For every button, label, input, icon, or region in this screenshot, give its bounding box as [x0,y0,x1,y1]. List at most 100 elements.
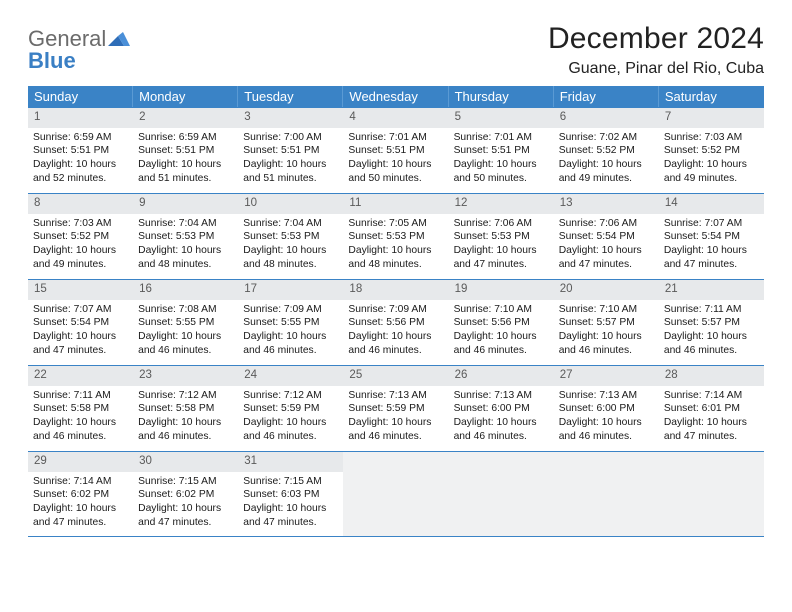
day-cell: 19Sunrise: 7:10 AMSunset: 5:56 PMDayligh… [449,279,554,365]
day-number: 8 [28,194,133,214]
weekday-saturday: Saturday [659,86,764,107]
day-cell: 8Sunrise: 7:03 AMSunset: 5:52 PMDaylight… [28,193,133,279]
day-cell: 20Sunrise: 7:10 AMSunset: 5:57 PMDayligh… [554,279,659,365]
day-number: 15 [28,280,133,300]
day-details: Sunrise: 7:02 AMSunset: 5:52 PMDaylight:… [554,128,659,191]
day-details: Sunrise: 7:15 AMSunset: 6:02 PMDaylight:… [133,472,238,535]
logo-text: General Blue [28,28,130,72]
day-cell: 22Sunrise: 7:11 AMSunset: 5:58 PMDayligh… [28,365,133,451]
logo-mark-icon [108,28,130,50]
empty-cell [554,451,659,537]
day-number: 27 [554,366,659,386]
weekday-friday: Friday [554,86,659,107]
empty-cell [659,451,764,537]
day-details: Sunrise: 7:11 AMSunset: 5:57 PMDaylight:… [659,300,764,363]
header: General Blue December 2024 Guane, Pinar … [28,22,764,78]
day-cell: 31Sunrise: 7:15 AMSunset: 6:03 PMDayligh… [238,451,343,537]
day-cell: 29Sunrise: 7:14 AMSunset: 6:02 PMDayligh… [28,451,133,537]
day-number: 12 [449,194,554,214]
day-cell: 25Sunrise: 7:13 AMSunset: 5:59 PMDayligh… [343,365,448,451]
day-details: Sunrise: 7:06 AMSunset: 5:54 PMDaylight:… [554,214,659,277]
day-cell: 13Sunrise: 7:06 AMSunset: 5:54 PMDayligh… [554,193,659,279]
weekday-wednesday: Wednesday [343,86,448,107]
month-title: December 2024 [548,22,764,56]
day-number: 17 [238,280,343,300]
day-details: Sunrise: 6:59 AMSunset: 5:51 PMDaylight:… [133,128,238,191]
day-details: Sunrise: 7:12 AMSunset: 5:58 PMDaylight:… [133,386,238,449]
day-number: 18 [343,280,448,300]
day-details: Sunrise: 7:04 AMSunset: 5:53 PMDaylight:… [133,214,238,277]
day-cell: 21Sunrise: 7:11 AMSunset: 5:57 PMDayligh… [659,279,764,365]
day-details: Sunrise: 7:13 AMSunset: 6:00 PMDaylight:… [554,386,659,449]
day-number: 13 [554,194,659,214]
day-cell: 28Sunrise: 7:14 AMSunset: 6:01 PMDayligh… [659,365,764,451]
day-cell: 14Sunrise: 7:07 AMSunset: 5:54 PMDayligh… [659,193,764,279]
day-cell: 24Sunrise: 7:12 AMSunset: 5:59 PMDayligh… [238,365,343,451]
day-number: 10 [238,194,343,214]
day-details: Sunrise: 7:01 AMSunset: 5:51 PMDaylight:… [449,128,554,191]
day-cell: 2Sunrise: 6:59 AMSunset: 5:51 PMDaylight… [133,107,238,193]
day-cell: 30Sunrise: 7:15 AMSunset: 6:02 PMDayligh… [133,451,238,537]
day-number: 31 [238,452,343,472]
weekday-tuesday: Tuesday [238,86,343,107]
day-cell: 4Sunrise: 7:01 AMSunset: 5:51 PMDaylight… [343,107,448,193]
day-cell: 26Sunrise: 7:13 AMSunset: 6:00 PMDayligh… [449,365,554,451]
day-details: Sunrise: 7:04 AMSunset: 5:53 PMDaylight:… [238,214,343,277]
day-number: 14 [659,194,764,214]
day-cell: 9Sunrise: 7:04 AMSunset: 5:53 PMDaylight… [133,193,238,279]
day-details: Sunrise: 7:14 AMSunset: 6:02 PMDaylight:… [28,472,133,535]
day-details: Sunrise: 7:10 AMSunset: 5:57 PMDaylight:… [554,300,659,363]
day-details: Sunrise: 7:07 AMSunset: 5:54 PMDaylight:… [28,300,133,363]
day-details: Sunrise: 7:11 AMSunset: 5:58 PMDaylight:… [28,386,133,449]
day-number: 25 [343,366,448,386]
day-details: Sunrise: 7:00 AMSunset: 5:51 PMDaylight:… [238,128,343,191]
day-details: Sunrise: 7:15 AMSunset: 6:03 PMDaylight:… [238,472,343,535]
day-number: 29 [28,452,133,472]
day-number: 5 [449,108,554,128]
day-cell: 6Sunrise: 7:02 AMSunset: 5:52 PMDaylight… [554,107,659,193]
day-details: Sunrise: 7:01 AMSunset: 5:51 PMDaylight:… [343,128,448,191]
calendar-grid: 1Sunrise: 6:59 AMSunset: 5:51 PMDaylight… [28,107,764,537]
day-number: 9 [133,194,238,214]
weekday-sunday: Sunday [28,86,133,107]
day-details: Sunrise: 7:03 AMSunset: 5:52 PMDaylight:… [659,128,764,191]
day-cell: 5Sunrise: 7:01 AMSunset: 5:51 PMDaylight… [449,107,554,193]
day-number: 19 [449,280,554,300]
empty-cell [343,451,448,537]
day-number: 24 [238,366,343,386]
weekday-thursday: Thursday [449,86,554,107]
day-number: 2 [133,108,238,128]
title-block: December 2024 Guane, Pinar del Rio, Cuba [548,22,764,78]
day-details: Sunrise: 7:09 AMSunset: 5:55 PMDaylight:… [238,300,343,363]
day-cell: 12Sunrise: 7:06 AMSunset: 5:53 PMDayligh… [449,193,554,279]
empty-cell [449,451,554,537]
day-cell: 27Sunrise: 7:13 AMSunset: 6:00 PMDayligh… [554,365,659,451]
day-details: Sunrise: 7:03 AMSunset: 5:52 PMDaylight:… [28,214,133,277]
day-details: Sunrise: 7:06 AMSunset: 5:53 PMDaylight:… [449,214,554,277]
day-details: Sunrise: 7:13 AMSunset: 5:59 PMDaylight:… [343,386,448,449]
day-details: Sunrise: 7:05 AMSunset: 5:53 PMDaylight:… [343,214,448,277]
day-number: 22 [28,366,133,386]
day-details: Sunrise: 7:09 AMSunset: 5:56 PMDaylight:… [343,300,448,363]
logo-word-2: Blue [28,48,76,73]
day-cell: 1Sunrise: 6:59 AMSunset: 5:51 PMDaylight… [28,107,133,193]
day-cell: 10Sunrise: 7:04 AMSunset: 5:53 PMDayligh… [238,193,343,279]
day-number: 4 [343,108,448,128]
day-number: 21 [659,280,764,300]
day-details: Sunrise: 7:07 AMSunset: 5:54 PMDaylight:… [659,214,764,277]
day-number: 20 [554,280,659,300]
day-cell: 17Sunrise: 7:09 AMSunset: 5:55 PMDayligh… [238,279,343,365]
day-cell: 16Sunrise: 7:08 AMSunset: 5:55 PMDayligh… [133,279,238,365]
day-details: Sunrise: 7:10 AMSunset: 5:56 PMDaylight:… [449,300,554,363]
day-details: Sunrise: 7:14 AMSunset: 6:01 PMDaylight:… [659,386,764,449]
weekday-monday: Monday [133,86,238,107]
location: Guane, Pinar del Rio, Cuba [548,60,764,78]
day-cell: 23Sunrise: 7:12 AMSunset: 5:58 PMDayligh… [133,365,238,451]
day-number: 7 [659,108,764,128]
day-number: 6 [554,108,659,128]
day-number: 1 [28,108,133,128]
day-cell: 18Sunrise: 7:09 AMSunset: 5:56 PMDayligh… [343,279,448,365]
day-details: Sunrise: 6:59 AMSunset: 5:51 PMDaylight:… [28,128,133,191]
day-details: Sunrise: 7:13 AMSunset: 6:00 PMDaylight:… [449,386,554,449]
logo: General Blue [28,22,130,72]
